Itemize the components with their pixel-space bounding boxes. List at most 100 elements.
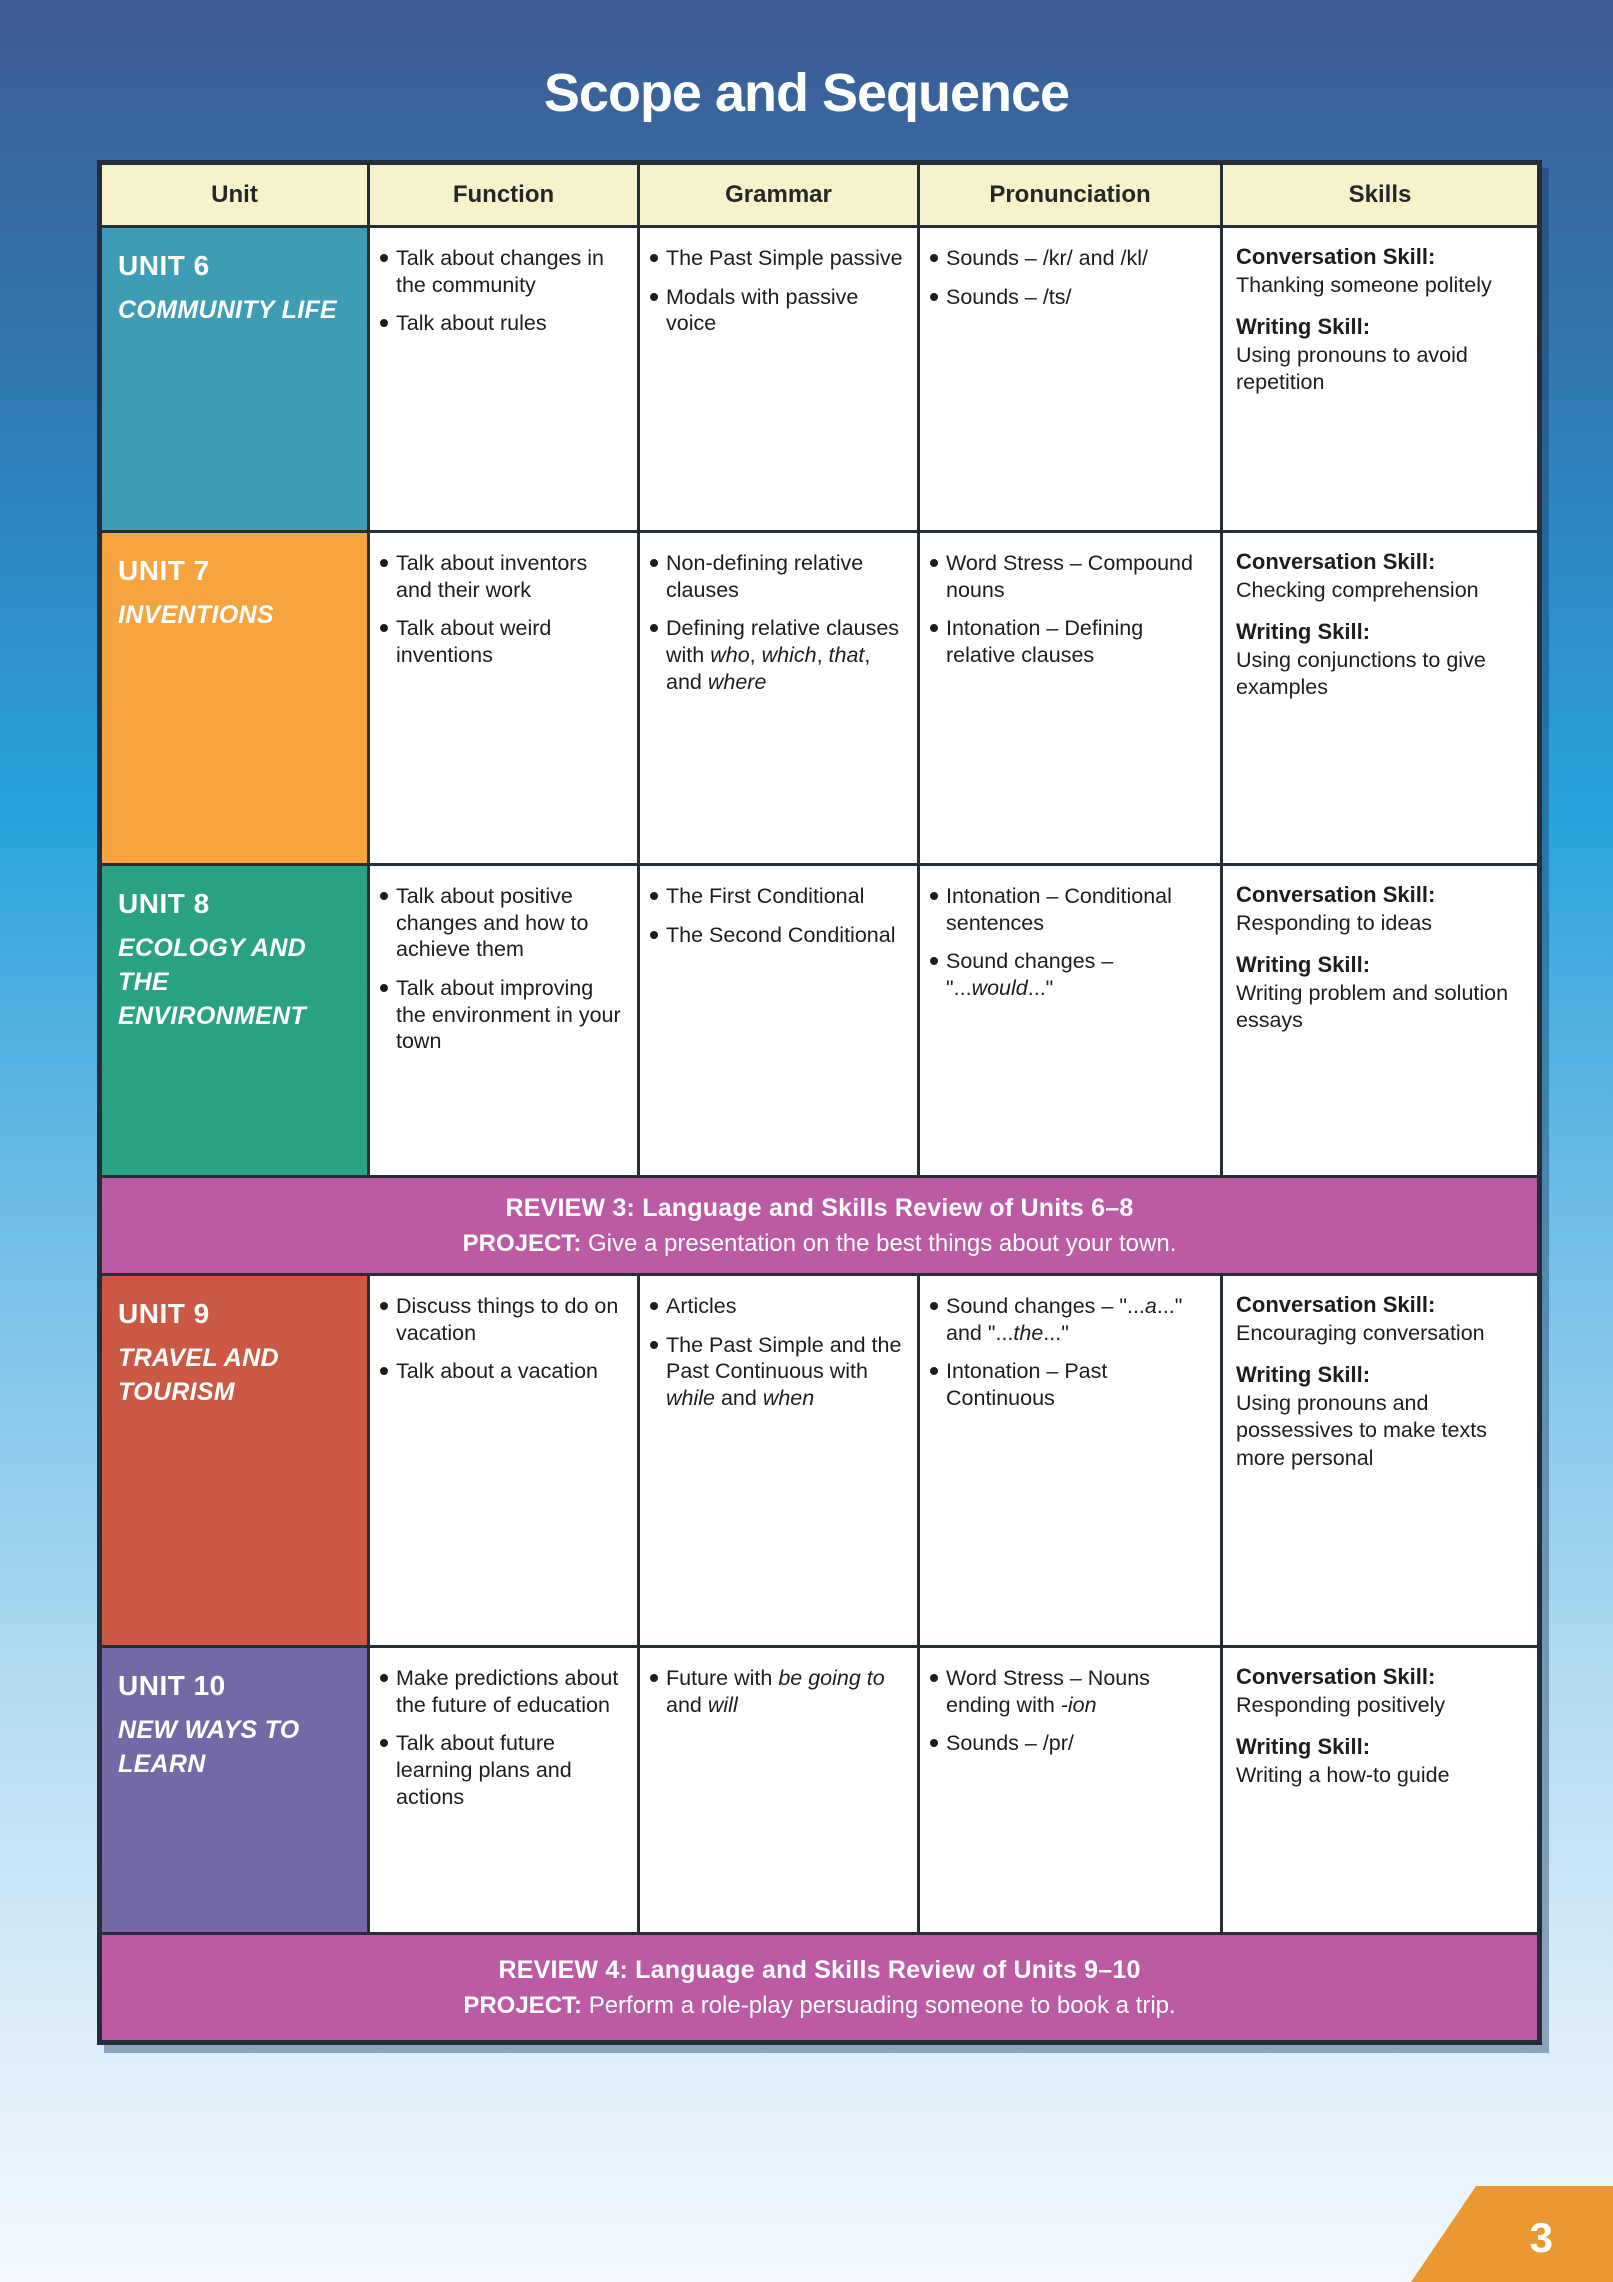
bullet-item: Sound changes – "...a..." and "...the...…: [929, 1293, 1212, 1346]
column-header: Grammar: [640, 165, 917, 225]
column-header: Function: [370, 165, 637, 225]
pronunciation-list: Word Stress – Nouns ending with -ion Soun…: [929, 1665, 1212, 1757]
review-project: PROJECT: Give a presentation on the best…: [463, 1230, 1177, 1258]
bullet-item: Word Stress – Nouns ending with -ion: [929, 1665, 1212, 1718]
skills-cell: Conversation Skill: Responding to ideas …: [1223, 866, 1537, 1175]
review-title: REVIEW 3: Language and Skills Review of …: [505, 1193, 1134, 1222]
function-cell: Talk about changes in the community Talk …: [370, 228, 637, 530]
page-corner-shape: [1411, 2186, 1613, 2282]
writing-skill-text: Using conjunctions to give examples: [1236, 647, 1486, 700]
review-row: REVIEW 3: Language and Skills Review of …: [102, 1178, 1537, 1273]
bullet-item: Sound changes – "...would...": [929, 948, 1212, 1001]
pronunciation-cell: Intonation – Conditional sentences Sound …: [920, 866, 1220, 1175]
bullet-item: The Second Conditional: [649, 922, 909, 949]
unit-cell: UNIT 9 TRAVEL AND TOURISM: [102, 1276, 367, 1645]
conversation-skill-label: Conversation Skill:: [1236, 882, 1436, 907]
unit-id: UNIT 8: [118, 888, 210, 919]
conversation-skill-text: Responding to ideas: [1236, 910, 1433, 935]
bullet-item: Defining relative clauses with who, whic…: [649, 615, 909, 695]
pronunciation-list: Sound changes – "...a..." and "...the...…: [929, 1293, 1212, 1412]
unit-id: UNIT 10: [118, 1670, 226, 1701]
unit-title: INVENTIONS: [118, 601, 274, 629]
writing-skill-label: Writing Skill:: [1236, 1362, 1371, 1388]
unit-cell: UNIT 8 ECOLOGY AND THE ENVIRONMENT: [102, 866, 367, 1175]
bullet-item: Sounds – /kr/ and /kl/: [929, 245, 1212, 272]
column-header: Pronunciation: [920, 165, 1220, 225]
pronunciation-cell: Word Stress – Nouns ending with -ion Soun…: [920, 1648, 1220, 1932]
page-title: Scope and Sequence: [543, 63, 1070, 123]
bullet-item: Talk about improving the environment in …: [379, 975, 629, 1055]
bullet-item: Talk about weird inventions: [379, 615, 629, 668]
conversation-skill-text: Checking comprehension: [1236, 577, 1479, 602]
review-project-text: Give a presentation on the best things a…: [587, 1229, 1177, 1257]
grammar-cell: Non-defining relative clauses Defining re…: [640, 533, 917, 863]
skills-cell: Conversation Skill: Responding positivel…: [1223, 1648, 1537, 1932]
grammar-list: The First Conditional The Second Conditio…: [649, 883, 909, 948]
function-list: Talk about positive changes and how to a…: [379, 883, 629, 1055]
bullet-item: Talk about a vacation: [379, 1358, 629, 1385]
writing-skill-text: Using pronouns to avoid repetition: [1236, 342, 1468, 395]
unit-cell: UNIT 7 INVENTIONS: [102, 533, 367, 863]
unit-title: ECOLOGY AND THE ENVIRONMENT: [118, 934, 307, 1030]
function-list: Talk about changes in the community Talk …: [379, 245, 629, 337]
bullet-item: Word Stress – Compound nouns: [929, 550, 1212, 603]
review-row: REVIEW 4: Language and Skills Review of …: [102, 1935, 1537, 2040]
bullet-item: Talk about positive changes and how to a…: [379, 883, 629, 963]
function-cell: Discuss things to do on vacation Talk abo…: [370, 1276, 637, 1645]
bullet-item: Talk about changes in the community: [379, 245, 629, 298]
bullet-item: Intonation – Defining relative clauses: [929, 615, 1212, 668]
pronunciation-list: Intonation – Conditional sentences Sound …: [929, 883, 1212, 1002]
grammar-cell: Articles The Past Simple and the Past Con…: [640, 1276, 917, 1645]
bullet-item: Future with be going to and will: [649, 1665, 909, 1718]
bullet-item: Sounds – /ts/: [929, 284, 1212, 311]
pronunciation-cell: Sound changes – "...a..." and "...the...…: [920, 1276, 1220, 1645]
unit-id: UNIT 9: [118, 1298, 210, 1329]
bullet-item: Make predictions about the future of edu…: [379, 1665, 629, 1718]
unit-title: TRAVEL AND TOURISM: [118, 1344, 279, 1406]
conversation-skill-label: Conversation Skill:: [1236, 549, 1436, 574]
bullet-item: Sounds – /pr/: [929, 1730, 1212, 1757]
conversation-skill-text: Encouraging conversation: [1236, 1320, 1485, 1345]
function-cell: Talk about positive changes and how to a…: [370, 866, 637, 1175]
bullet-item: Talk about future learning plans and act…: [379, 1730, 629, 1810]
conversation-skill-label: Conversation Skill:: [1236, 244, 1436, 269]
bullet-item: Articles: [649, 1293, 909, 1320]
conversation-skill-text: Thanking someone politely: [1236, 272, 1492, 297]
bullet-item: The First Conditional: [649, 883, 909, 910]
review-title: REVIEW 4: Language and Skills Review of …: [498, 1955, 1141, 1984]
grammar-cell: The First Conditional The Second Conditio…: [640, 866, 917, 1175]
bullet-item: Intonation – Conditional sentences: [929, 883, 1212, 936]
skills-cell: Conversation Skill: Checking comprehensi…: [1223, 533, 1537, 863]
skills-cell: Conversation Skill: Encouraging conversa…: [1223, 1276, 1537, 1645]
unit-id: UNIT 7: [118, 555, 210, 586]
function-cell: Make predictions about the future of edu…: [370, 1648, 637, 1932]
unit-id: UNIT 6: [118, 250, 210, 281]
bullet-item: Modals with passive voice: [649, 284, 909, 337]
grammar-list: Non-defining relative clauses Defining re…: [649, 550, 909, 695]
grammar-list: Articles The Past Simple and the Past Con…: [649, 1293, 909, 1412]
writing-skill-text: Using pronouns and possessives to make t…: [1236, 1390, 1487, 1470]
grammar-cell: Future with be going to and will: [640, 1648, 917, 1932]
grammar-cell: The Past Simple passive Modals with passi…: [640, 228, 917, 530]
bullet-item: The Past Simple passive: [649, 245, 909, 272]
review-project-text: Perform a role-play persuading someone t…: [588, 1991, 1176, 2019]
bullet-item: Non-defining relative clauses: [649, 550, 909, 603]
column-header: Unit: [102, 165, 367, 225]
scope-table: Unit Function Grammar Pronunciation Skills U…: [97, 160, 1542, 2045]
bullet-item: The Past Simple and the Past Continuous …: [649, 1332, 909, 1412]
review-project-label: PROJECT:: [462, 1229, 582, 1257]
grammar-list: Future with be going to and will: [649, 1665, 909, 1718]
function-list: Make predictions about the future of edu…: [379, 1665, 629, 1810]
conversation-skill-text: Responding positively: [1236, 1692, 1446, 1717]
page-number: 3: [1529, 2214, 1553, 2261]
writing-skill-text: Writing problem and solution essays: [1236, 980, 1509, 1033]
bullet-item: Intonation – Past Continuous: [929, 1358, 1212, 1411]
bullet-item: Talk about inventors and their work: [379, 550, 629, 603]
grammar-list: The Past Simple passive Modals with passi…: [649, 245, 909, 337]
function-list: Talk about inventors and their work Talk …: [379, 550, 629, 669]
bullet-item: Discuss things to do on vacation: [379, 1293, 629, 1346]
skills-cell: Conversation Skill: Thanking someone pol…: [1223, 228, 1537, 530]
pronunciation-list: Sounds – /kr/ and /kl/Sounds – /ts/: [929, 245, 1212, 310]
writing-skill-label: Writing Skill:: [1236, 619, 1371, 645]
pronunciation-list: Word Stress – Compound nouns Intonation –…: [929, 550, 1212, 669]
